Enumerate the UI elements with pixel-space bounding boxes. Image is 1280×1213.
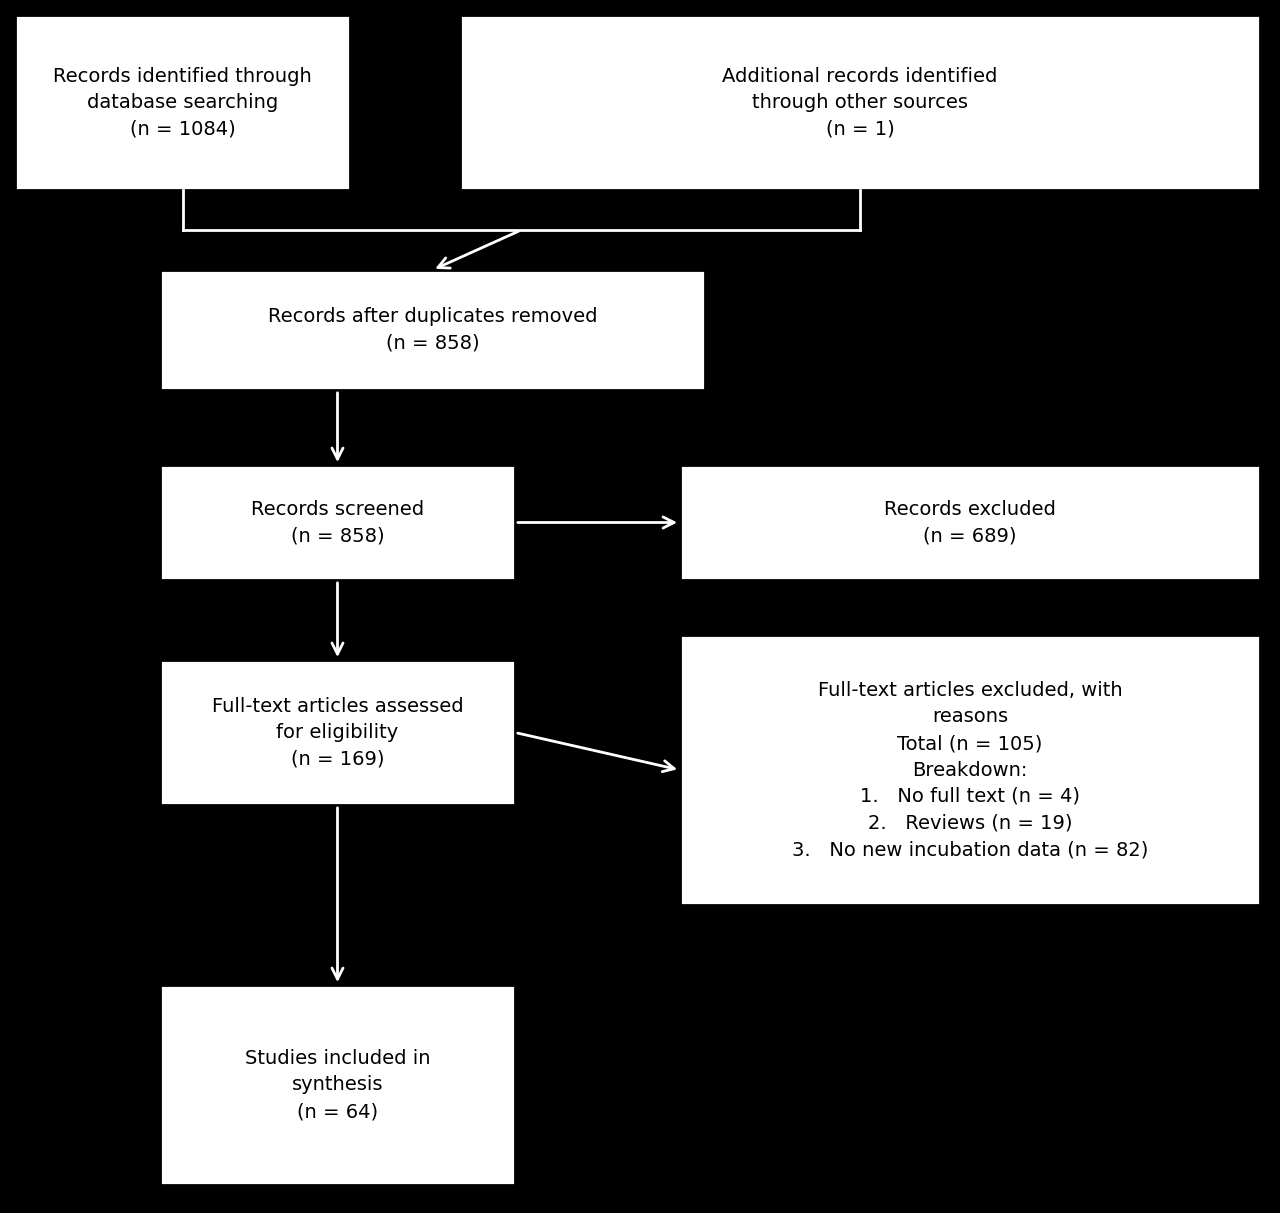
Text: Records excluded
(n = 689): Records excluded (n = 689) — [884, 500, 1056, 546]
Bar — [15, 15, 349, 190]
Text: Full-text articles excluded, with
reasons
Total (n = 105)
Breakdown:
1.   No ful: Full-text articles excluded, with reason… — [792, 680, 1148, 859]
Bar — [160, 270, 705, 391]
Bar — [160, 660, 515, 805]
Text: Studies included in
synthesis
(n = 64): Studies included in synthesis (n = 64) — [244, 1049, 430, 1121]
Bar — [680, 634, 1260, 905]
Text: Records after duplicates removed
(n = 858): Records after duplicates removed (n = 85… — [268, 307, 598, 353]
Text: Full-text articles assessed
for eligibility
(n = 169): Full-text articles assessed for eligibil… — [211, 696, 463, 769]
Bar — [160, 465, 515, 580]
Text: Records screened
(n = 858): Records screened (n = 858) — [251, 500, 424, 546]
Bar — [160, 985, 515, 1185]
Text: Records identified through
database searching
(n = 1084): Records identified through database sear… — [54, 67, 312, 138]
Bar — [460, 15, 1260, 190]
Text: Additional records identified
through other sources
(n = 1): Additional records identified through ot… — [722, 67, 997, 138]
Bar — [680, 465, 1260, 580]
